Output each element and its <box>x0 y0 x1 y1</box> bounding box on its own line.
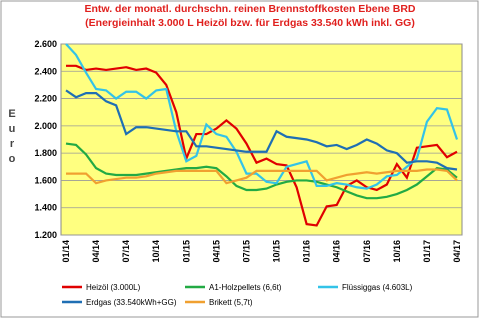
x-tick-label: 04/14 <box>91 240 101 263</box>
series-line <box>65 142 458 200</box>
y-axis-label: Euro <box>6 108 18 168</box>
x-tick-label: 10/14 <box>151 240 161 263</box>
y-tick-label: 2.400 <box>34 66 57 76</box>
chart-subtitle: (Energieinhalt 3.000 L Heizöl bzw. für E… <box>85 17 415 29</box>
y-tick-label: 1.200 <box>34 230 57 240</box>
x-tick-label: 07/14 <box>121 240 131 263</box>
x-tick-label: 07/16 <box>362 240 372 263</box>
x-tick-label: 04/17 <box>452 240 462 263</box>
x-tick-label: 04/16 <box>332 240 342 263</box>
legend-label: A1-Holzpellets (6,6t) <box>209 283 282 292</box>
x-tick-label: 01/16 <box>302 240 312 263</box>
x-tick-label: 04/15 <box>211 240 221 263</box>
series-line <box>65 43 459 190</box>
plot-area <box>60 43 463 236</box>
x-tick-label: 07/15 <box>241 240 251 263</box>
y-tick-label: 2.200 <box>34 94 57 104</box>
y-tick-label: 2.000 <box>34 121 57 131</box>
series-line <box>66 168 458 185</box>
chart-title: Entw. der monatl. durchschn. reinen Bren… <box>85 3 416 15</box>
y-tick-label: 1.800 <box>34 148 57 158</box>
legend-label: Erdgas (33.540kWh+GG) <box>86 298 177 307</box>
x-tick-label: 01/14 <box>61 240 71 263</box>
x-tick-label: 10/15 <box>272 240 282 263</box>
y-tick-label: 1.600 <box>34 175 57 185</box>
series-line <box>65 89 458 171</box>
x-tick-label: 01/17 <box>422 240 432 263</box>
series-line <box>66 64 458 227</box>
x-tick-label: 01/15 <box>181 240 191 263</box>
legend-label: Flüssiggas (4.603L) <box>342 283 413 292</box>
legend-label: Brikett (5,7t) <box>209 298 253 307</box>
y-tick-label: 1.400 <box>34 203 57 213</box>
y-tick-label: 2.600 <box>34 39 57 49</box>
x-tick-label: 10/16 <box>392 240 402 263</box>
legend-label: Heizöl (3.000L) <box>86 283 141 292</box>
